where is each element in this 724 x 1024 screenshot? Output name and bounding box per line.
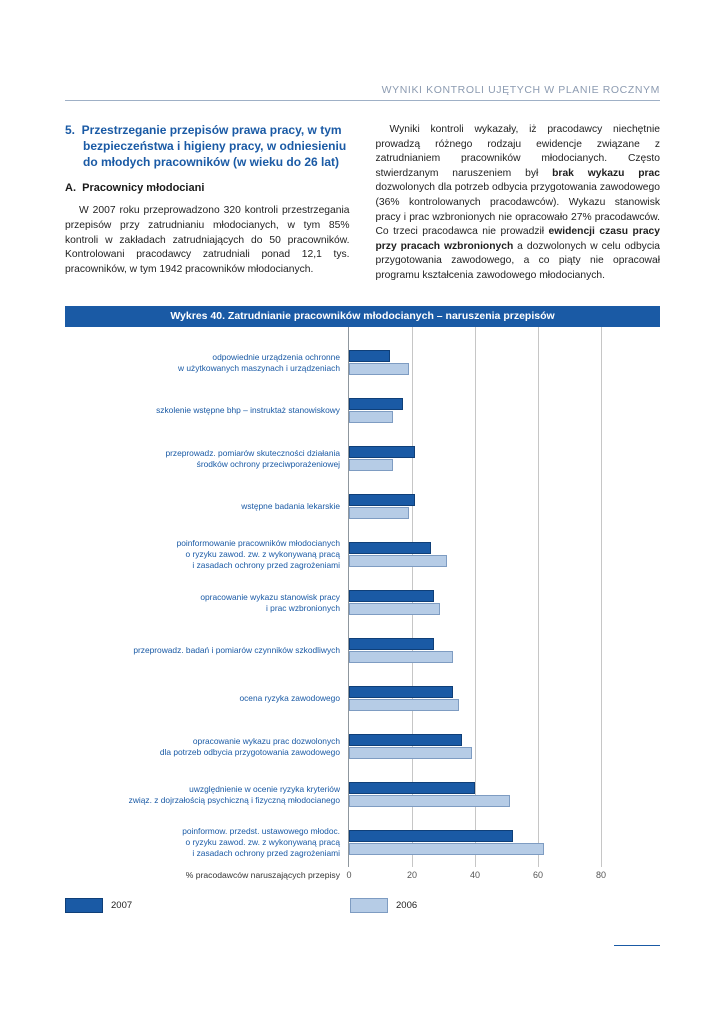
chart-row: ocena ryzyka zawodowego: [65, 675, 660, 723]
chart-bar-group: [349, 350, 601, 376]
chart-row: uwzględnienie w ocenie ryzyka kryteriów …: [65, 771, 660, 819]
chart-category-label: opracowanie wykazu prac dozwolonych dla …: [159, 735, 340, 757]
bar-2006: [349, 363, 409, 376]
chart-category-label: szkolenie wstępne bhp – instruktaż stano…: [156, 405, 340, 416]
chart-bar-group: [349, 494, 601, 520]
chart-bar-group: [349, 638, 601, 664]
bar-2006: [349, 795, 510, 808]
right-paragraph-bold: brak wykazu prac: [552, 167, 660, 179]
bar-2006: [349, 651, 453, 664]
bar-2007: [349, 398, 403, 411]
chart-category-label: odpowiednie urządzenia ochronne w użytko…: [178, 351, 340, 373]
bar-2007: [349, 782, 475, 795]
chart-row: przeprowadz. pomiarów skuteczności dział…: [65, 435, 660, 483]
left-column: 5. Przestrzeganie przepisów prawa pracy,…: [65, 123, 350, 284]
running-header: WYNIKI KONTROLI UJĘTYCH W PLANIE ROCZNYM: [65, 84, 660, 101]
gridline: [537, 326, 539, 867]
x-tick-label: 40: [469, 869, 481, 880]
chart-category-label: poinformow. przedst. ustawowego młodoc. …: [182, 826, 340, 859]
bar-2007: [349, 350, 390, 363]
gridline: [600, 326, 602, 867]
x-axis-ticks: 0 20 40 60 80: [346, 869, 606, 884]
right-paragraph: Wyniki kontroli wykazały, iż pracodawcy …: [376, 123, 661, 284]
chart-plot-area: odpowiednie urządzenia ochronne w użytko…: [65, 326, 660, 867]
chart-category-label: ocena ryzyka zawodowego: [239, 693, 340, 704]
bar-2007: [349, 734, 463, 747]
chart-bar-group: [349, 830, 601, 856]
x-axis: % pracodawców naruszających przepisy 0 20…: [65, 870, 660, 884]
bar-chart: Wykres 40. Zatrudnianie pracowników młod…: [65, 305, 660, 916]
bar-2006: [349, 843, 545, 856]
chart-category-label: uwzględnienie w ocenie ryzyka kryteriów …: [128, 783, 340, 805]
x-tick-label: 60: [532, 869, 544, 880]
bar-2007: [349, 494, 416, 507]
chart-category-label: poinformowanie pracowników młodocianych …: [176, 538, 340, 571]
x-tick-label: 0: [346, 869, 352, 880]
bar-2006: [349, 507, 409, 520]
x-tick-label: 20: [406, 869, 418, 880]
chart-row: wstępne badania lekarskie: [65, 483, 660, 531]
chart-bar-group: [349, 542, 601, 568]
two-column-text: 5. Przestrzeganie przepisów prawa pracy,…: [65, 123, 660, 284]
gridline: [474, 326, 476, 867]
footer-rule: [614, 945, 660, 946]
bar-2006: [349, 555, 447, 568]
legend-swatch-2006: [350, 897, 388, 913]
chart-title: Wykres 40. Zatrudnianie pracowników młod…: [65, 305, 660, 327]
bar-2007: [349, 590, 435, 603]
bar-2006: [349, 603, 441, 616]
chart-category-label: przeprowadz. badań i pomiarów czynników …: [133, 645, 340, 656]
bar-2007: [349, 638, 435, 651]
bar-2006: [349, 411, 394, 424]
chart-category-label: przeprowadz. pomiarów skuteczności dział…: [165, 447, 340, 469]
right-paragraph-part: Wyniki kontroli wykazały, iż pracodawcy …: [375, 124, 661, 179]
legend-item-2006: 2006: [350, 897, 418, 913]
chart-row: szkolenie wstępne bhp – instruktaż stano…: [65, 387, 660, 435]
right-paragraph-part: dozwolonych dla potrzeb odbycia przygoto…: [375, 182, 661, 238]
right-column: Wyniki kontroli wykazały, iż pracodawcy …: [376, 123, 661, 284]
chart-row: odpowiednie urządzenia ochronne w użytko…: [65, 339, 660, 387]
section-subheading: A. Pracownicy młodociani: [65, 182, 205, 195]
x-axis-label: % pracodawców naruszających przepisy: [185, 869, 340, 880]
bar-2007: [349, 446, 416, 459]
bar-2007: [349, 830, 513, 843]
section-heading: 5. Przestrzeganie przepisów prawa pracy,…: [65, 123, 347, 169]
chart-bar-group: [349, 734, 601, 760]
bar-2006: [349, 459, 394, 472]
chart-rows: odpowiednie urządzenia ochronne w użytko…: [65, 339, 660, 867]
chart-row: przeprowadz. badań i pomiarów czynników …: [65, 627, 660, 675]
right-paragraph-bold: ewidencji czasu pracy przy pracach wzbro…: [375, 226, 661, 252]
chart-category-label: opracowanie wykazu stanowisk pracy i pra…: [200, 591, 340, 613]
legend-label-2006: 2006: [396, 899, 418, 911]
legend-item-2007: 2007: [65, 897, 133, 913]
chart-bar-group: [349, 590, 601, 616]
chart-row: poinformow. przedst. ustawowego młodoc. …: [65, 819, 660, 867]
chart-bar-group: [349, 446, 601, 472]
bar-2007: [349, 686, 453, 699]
chart-bar-group: [349, 686, 601, 712]
bar-2006: [349, 699, 460, 712]
legend-label-2007: 2007: [111, 899, 133, 911]
chart-row: opracowanie wykazu prac dozwolonych dla …: [65, 723, 660, 771]
bar-2006: [349, 747, 472, 760]
legend-swatch-2007: [65, 897, 103, 913]
x-tick-label: 80: [595, 869, 607, 880]
chart-category-label: wstępne badania lekarskie: [241, 501, 340, 512]
right-paragraph-part: a dozwolonych w celu odbycia przygotowan…: [375, 240, 661, 282]
chart-bar-group: [349, 782, 601, 808]
bar-2007: [349, 542, 431, 555]
chart-legend: 2007 2006: [65, 897, 660, 916]
chart-row: poinformowanie pracowników młodocianych …: [65, 531, 660, 579]
chart-row: opracowanie wykazu stanowisk pracy i pra…: [65, 579, 660, 627]
chart-bar-group: [349, 398, 601, 424]
left-paragraph: W 2007 roku przeprowadzono 320 kontroli …: [65, 205, 350, 275]
